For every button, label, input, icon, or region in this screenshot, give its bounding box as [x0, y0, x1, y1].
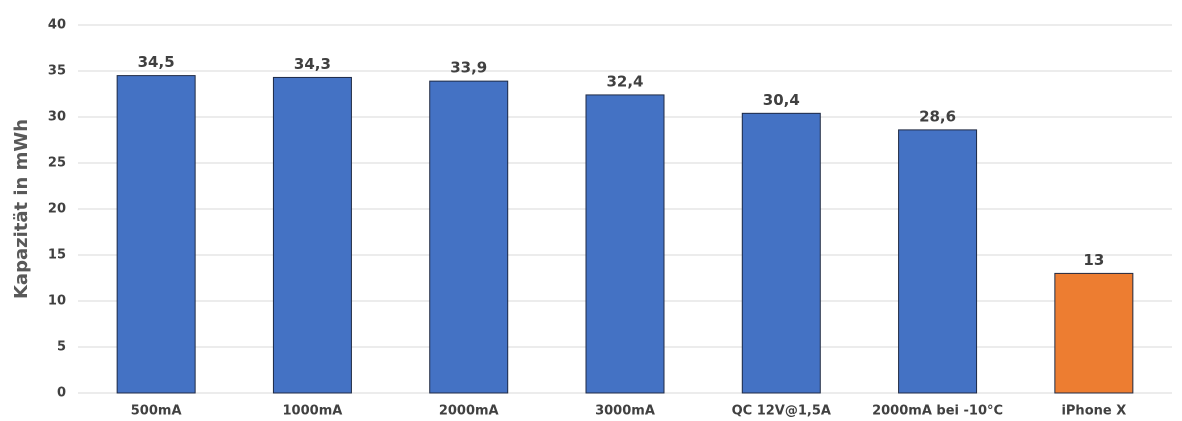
- bar: [429, 80, 509, 394]
- y-tick-label: 15: [48, 248, 66, 263]
- value-label: 33,9: [450, 59, 487, 77]
- x-tick-label: 2000mA bei -10°C: [872, 404, 1003, 419]
- y-tick-label: 5: [57, 340, 66, 355]
- value-label: 13: [1083, 251, 1104, 269]
- y-tick-label: 25: [48, 156, 66, 171]
- value-label: 32,4: [606, 72, 643, 90]
- value-label: 28,6: [919, 107, 956, 125]
- x-tick-label: 3000mA: [595, 404, 655, 419]
- y-tick-label: 35: [48, 64, 66, 79]
- x-tick-label: 2000mA: [439, 404, 499, 419]
- bar: [741, 112, 821, 394]
- bar: [585, 94, 665, 394]
- bar: [272, 76, 352, 394]
- x-tick-label: 1000mA: [283, 404, 343, 419]
- y-tick-label: 20: [48, 202, 66, 217]
- x-tick-label: QC 12V@1,5A: [732, 404, 831, 419]
- bar: [898, 129, 978, 394]
- value-label: 34,5: [138, 53, 175, 71]
- x-tick-label: 500mA: [131, 404, 182, 419]
- x-tick-label: iPhone X: [1061, 404, 1126, 419]
- y-tick-label: 0: [57, 386, 66, 401]
- value-label: 30,4: [763, 91, 800, 109]
- y-axis-label: Kapazität in mWh: [11, 119, 32, 299]
- y-tick-label: 10: [48, 294, 66, 309]
- value-label: 34,3: [294, 55, 331, 73]
- y-tick-label: 40: [48, 18, 66, 33]
- y-tick-label: 30: [48, 110, 66, 125]
- bar: [1054, 272, 1134, 394]
- bar: [116, 75, 196, 394]
